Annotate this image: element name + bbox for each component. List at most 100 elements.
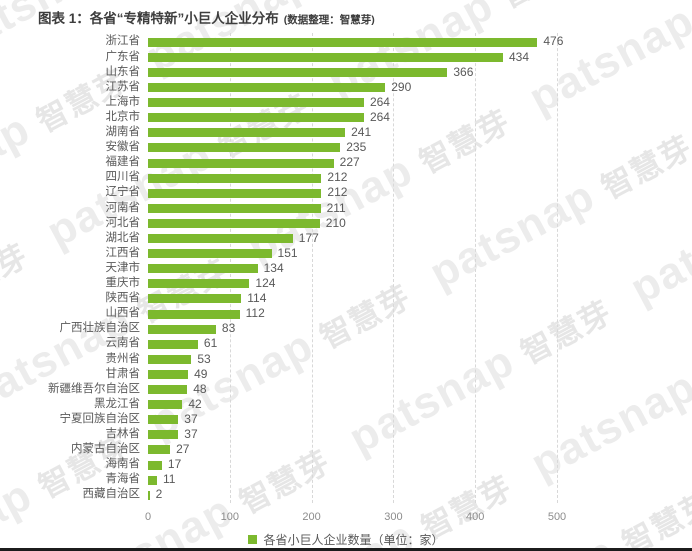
- value-label: 17: [167, 457, 182, 472]
- gridline-500: [557, 33, 558, 503]
- value-label: 27: [176, 442, 190, 457]
- category-label: 青海省: [105, 473, 141, 486]
- bar: [148, 369, 189, 379]
- bar: [148, 475, 157, 485]
- category-label: 新疆维吾尔自治区: [48, 382, 140, 395]
- category-label: 广西壮族自治区: [59, 322, 141, 335]
- value-label: 114: [247, 291, 267, 306]
- bar: [148, 188, 322, 198]
- category-label: 重庆市: [105, 277, 141, 289]
- value-label: 212: [327, 170, 348, 185]
- x-tick-label: 100: [220, 511, 239, 523]
- bar: [148, 385, 188, 394]
- value-label: 366: [453, 64, 474, 79]
- gridline-400: [475, 33, 477, 503]
- value-label: 37: [184, 411, 198, 426]
- bar: [148, 400, 183, 410]
- bar: [148, 354, 192, 364]
- bar: [148, 294, 242, 304]
- x-tick-label: 400: [466, 511, 485, 523]
- value-label: 61: [203, 336, 218, 351]
- bar: [148, 460, 162, 470]
- category-label: 山西省: [105, 307, 141, 320]
- category-label: 江苏省: [105, 80, 141, 93]
- legend-label: 各省小巨人企业数量（单位：家）: [263, 532, 444, 547]
- category-label: 湖北省: [105, 231, 141, 244]
- bar: [148, 249, 272, 259]
- category-label: 内蒙古自治区: [71, 443, 140, 456]
- gridline-300: [393, 33, 395, 503]
- value-label: 83: [221, 321, 236, 336]
- value-label: 177: [298, 230, 319, 245]
- bar: [148, 158, 334, 168]
- category-label: 北京市: [105, 110, 141, 123]
- category-label: 天津市: [105, 261, 141, 274]
- bar: [148, 234, 293, 243]
- category-label: 河南省: [105, 201, 141, 214]
- bar: [148, 143, 341, 153]
- x-tick-label: 200: [302, 511, 321, 523]
- bar: [148, 52, 503, 62]
- value-label: 134: [263, 260, 284, 275]
- bar: [148, 309, 240, 319]
- value-label: 42: [188, 396, 202, 411]
- category-label: 浙江省: [105, 35, 141, 48]
- chart-title: 图表 1：各省“专精特新”小巨人企业分布 (数据整理：智慧芽): [38, 7, 375, 28]
- chart-legend: 各省小巨人企业数量（单位：家）: [0, 531, 692, 547]
- value-label: 210: [325, 215, 346, 230]
- category-label: 宁夏回族自治区: [59, 412, 141, 425]
- value-label: 48: [193, 381, 207, 396]
- bar: [148, 415, 179, 425]
- category-label: 西藏自治区: [82, 488, 141, 501]
- bar: [148, 339, 198, 349]
- chart-title-text: 图表 1：各省“专精特新”小巨人企业分布: [38, 11, 279, 26]
- bar: [148, 83, 386, 92]
- value-label: 434: [509, 49, 530, 64]
- category-label: 广东省: [105, 50, 141, 63]
- bar: [148, 98, 364, 108]
- bar: [148, 37, 538, 47]
- category-label: 河北省: [105, 216, 141, 229]
- value-label: 264: [369, 94, 390, 109]
- category-label: 黑龙江省: [94, 397, 140, 410]
- category-label: 上海市: [105, 95, 141, 108]
- category-label: 陕西省: [105, 292, 141, 305]
- value-label: 211: [326, 200, 346, 215]
- category-label: 四川省: [105, 171, 141, 184]
- value-label: 37: [184, 427, 198, 441]
- value-label: 53: [197, 351, 211, 366]
- bar: [148, 264, 258, 274]
- value-label: 264: [369, 109, 390, 124]
- value-label: 49: [194, 366, 208, 381]
- category-label: 贵州省: [105, 352, 141, 365]
- bar: [148, 67, 448, 77]
- bar: [148, 430, 179, 440]
- bar: [148, 490, 150, 500]
- x-tick-label: 500: [547, 511, 567, 523]
- category-label: 辽宁省: [105, 186, 141, 199]
- chart-source-note: (数据整理：智慧芽): [283, 14, 375, 26]
- legend-swatch-icon: [248, 534, 258, 544]
- value-label: 2: [155, 487, 163, 502]
- page-bottom-border: [0, 548, 692, 551]
- category-label: 吉林省: [105, 428, 141, 440]
- category-label: 湖南省: [105, 126, 141, 138]
- category-label: 山东省: [105, 65, 141, 78]
- category-label: 云南省: [105, 337, 141, 350]
- bar: [148, 113, 364, 123]
- bar: [148, 324, 216, 334]
- bar: [148, 279, 250, 289]
- category-label: 甘肃省: [105, 367, 141, 380]
- category-label: 福建省: [105, 156, 141, 169]
- value-label: 11: [162, 472, 176, 487]
- value-label: 151: [277, 245, 298, 260]
- value-label: 290: [391, 79, 412, 94]
- value-label: 235: [346, 140, 367, 155]
- value-label: 212: [327, 185, 348, 200]
- x-tick-label: 0: [144, 511, 152, 523]
- bar: [148, 173, 322, 183]
- bar: [148, 218, 320, 228]
- category-label: 安徽省: [105, 141, 141, 154]
